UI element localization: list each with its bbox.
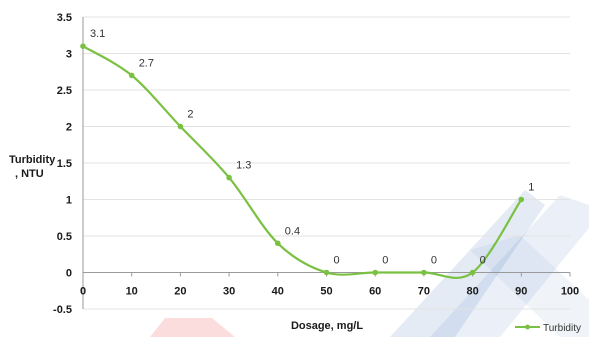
- watermark: [150, 190, 589, 337]
- data-point: [128, 72, 135, 79]
- series-line-turbidity: [82, 45, 523, 279]
- data-point: [323, 269, 330, 276]
- y-tick-label: 2.5: [57, 85, 72, 97]
- y-tick-label: 2: [66, 122, 72, 134]
- data-point: [518, 196, 525, 203]
- data-label: 0: [334, 255, 340, 267]
- x-tick-label: 50: [320, 286, 332, 298]
- data-point: [226, 174, 232, 181]
- x-axis-title: Dosage, mg/L: [291, 320, 363, 332]
- y-axis-title-line-1: Turbidity: [9, 154, 56, 166]
- x-tick-label: 100: [561, 286, 579, 298]
- data-label: 1.3: [236, 160, 251, 172]
- data-label: 0.4: [285, 225, 300, 237]
- watermark-blue-stroke-2: [430, 195, 589, 337]
- data-label: 0: [382, 255, 388, 267]
- x-tick-label: 0: [80, 286, 86, 298]
- data-point: [177, 123, 184, 130]
- x-tick-label: 80: [466, 286, 478, 298]
- y-tick-label: 3: [66, 49, 72, 61]
- axes: -0.500.511.522.533.50 10 20 30 40 50 60 70 80 90 1…: [53, 12, 579, 316]
- data-label: 0: [431, 255, 437, 267]
- y-axis-title-line-2: , NTU: [15, 168, 44, 180]
- x-tick-label: 30: [223, 286, 235, 298]
- y-tick-label: 0: [66, 268, 72, 280]
- x-tick-label: 70: [418, 286, 430, 298]
- y-tick-label: 3.5: [57, 12, 72, 24]
- series-turbidity: [80, 43, 525, 279]
- data-point: [275, 240, 281, 247]
- data-label: 2.7: [139, 57, 154, 69]
- y-tick-label: 0.5: [57, 231, 72, 243]
- data-label: 1: [528, 182, 534, 194]
- legend-label-turbidity: Turbidity: [543, 323, 581, 334]
- data-labels: 3.1 2.7 2 1.3 0.4 0 0 0 0 1: [90, 28, 534, 266]
- data-point: [421, 269, 427, 276]
- data-point: [80, 43, 86, 49]
- data-point: [469, 269, 476, 276]
- data-label: 3.1: [90, 28, 105, 40]
- x-tick-label: 90: [515, 286, 527, 298]
- y-tick-label: 1.5: [57, 158, 72, 170]
- x-tick-label: 40: [272, 286, 284, 298]
- data-point: [372, 269, 379, 276]
- legend: Turbidity: [515, 323, 581, 334]
- data-label: 2: [187, 109, 193, 121]
- watermark-red-stroke: [150, 318, 235, 337]
- watermark-blue-stroke-3: [470, 235, 589, 337]
- data-label: 0: [480, 255, 486, 267]
- legend-marker-swatch: [525, 324, 530, 330]
- x-tick-label: 20: [174, 286, 186, 298]
- x-tick-label: 60: [369, 286, 381, 298]
- y-tick-label: -0.5: [53, 304, 72, 316]
- x-tick-label: 10: [126, 286, 138, 298]
- y-tick-label: 1: [66, 195, 72, 207]
- axis-text: Turbidity , NTU Dosage, mg/L: [9, 154, 363, 332]
